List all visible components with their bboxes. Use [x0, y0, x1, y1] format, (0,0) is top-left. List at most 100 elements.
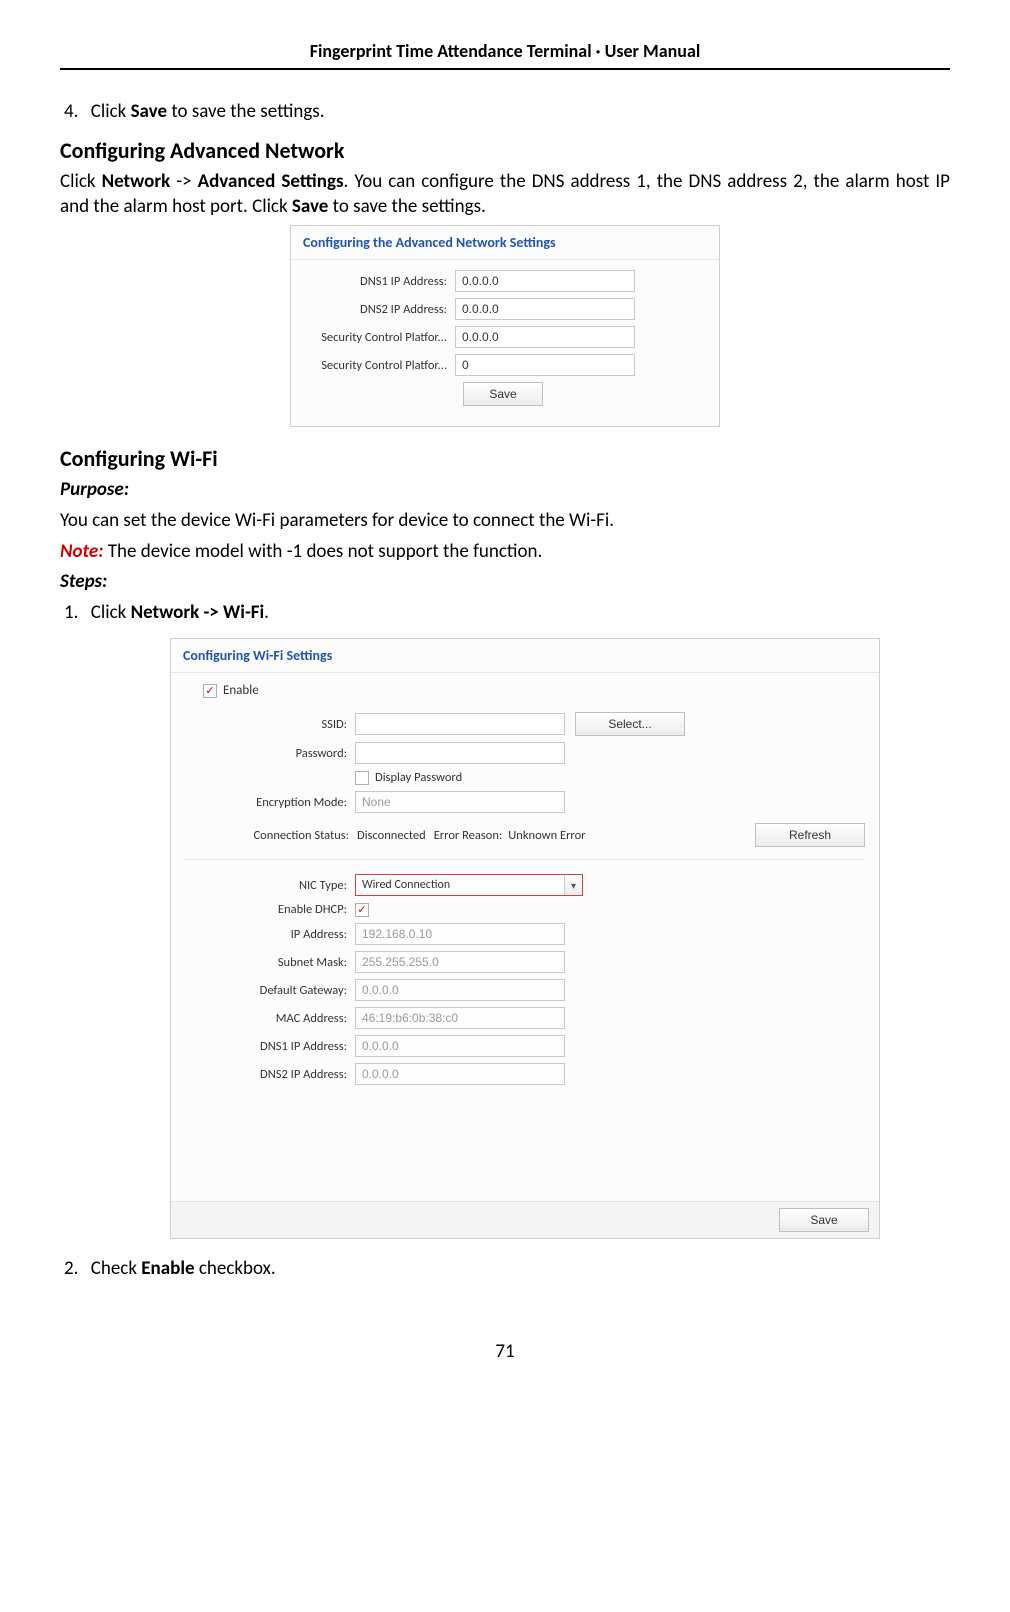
wifi-step-2-post: checkbox.	[195, 1257, 276, 1280]
ssid-row: SSID: Select...	[185, 712, 865, 736]
connection-status-value: Disconnected	[357, 828, 426, 843]
wifi-step-1: 1. Click Network -> Wi-Fi.	[64, 601, 950, 624]
wifi-step-2-bold: Enable	[141, 1257, 194, 1280]
wifi-dns2-label: DNS2 IP Address:	[185, 1067, 355, 1082]
panel2-footer: Save	[171, 1201, 879, 1238]
ssid-label: SSID:	[185, 717, 355, 732]
nic-type-value: Wired Connection	[356, 875, 564, 895]
chevron-down-icon: ▾	[564, 875, 582, 895]
ip-address-label: IP Address:	[185, 927, 355, 942]
purpose-text: You can set the device Wi-Fi parameters …	[60, 509, 950, 534]
step-4: 4. Click Save to save the settings.	[64, 100, 950, 123]
display-password-checkbox[interactable]	[355, 771, 369, 785]
wifi-step-2: 2. Check Enable checkbox.	[64, 1257, 950, 1280]
note-text: The device model with -1 does not suppor…	[103, 540, 542, 563]
password-input[interactable]	[355, 742, 565, 764]
password-row: Password:	[185, 742, 865, 764]
default-gateway-label: Default Gateway:	[185, 983, 355, 998]
adv-p-pre: Click	[60, 170, 102, 193]
mac-address-row: MAC Address:	[185, 1007, 865, 1029]
alarm-host-ip-row: Security Control Platfor...	[305, 326, 705, 348]
enable-checkbox[interactable]: ✓	[203, 684, 217, 698]
ssid-input[interactable]	[355, 713, 565, 735]
connection-status-label: Connection Status:	[185, 828, 355, 843]
enable-label: Enable	[223, 683, 259, 698]
nic-type-label: NIC Type:	[185, 878, 355, 893]
encryption-input	[355, 791, 565, 813]
step-4-post: to save the settings.	[167, 100, 324, 123]
encryption-label: Encryption Mode:	[185, 795, 355, 810]
dns1-row: DNS1 IP Address:	[305, 270, 705, 292]
panel2-spacer	[185, 1091, 865, 1201]
wifi-dns1-input	[355, 1035, 565, 1057]
heading-advanced-network: Configuring Advanced Network	[60, 137, 950, 164]
subnet-mask-label: Subnet Mask:	[185, 955, 355, 970]
display-password-label: Display Password	[375, 770, 462, 785]
adv-p-b3: Save	[292, 195, 328, 218]
enable-row: ✓ Enable	[185, 673, 865, 712]
wifi-panel: Configuring Wi-Fi Settings ✓ Enable SSID…	[170, 638, 880, 1239]
dns1-input[interactable]	[455, 270, 635, 292]
connection-status-row: Connection Status: Disconnected Error Re…	[185, 819, 865, 860]
alarm-host-port-row: Security Control Platfor...	[305, 354, 705, 376]
dns2-input[interactable]	[455, 298, 635, 320]
note-line: Note: The device model with -1 does not …	[60, 540, 950, 565]
purpose-label: Purpose:	[60, 478, 950, 503]
wifi-step-1-num: 1.	[64, 601, 86, 624]
error-reason-value: Unknown Error	[508, 828, 585, 843]
wifi-dns1-row: DNS1 IP Address:	[185, 1035, 865, 1057]
alarm-host-port-input[interactable]	[455, 354, 635, 376]
advanced-network-panel-title: Configuring the Advanced Network Setting…	[291, 226, 719, 260]
dns2-label: DNS2 IP Address:	[305, 302, 455, 317]
advanced-network-panel: Configuring the Advanced Network Setting…	[290, 225, 720, 427]
dhcp-label: Enable DHCP:	[185, 902, 355, 917]
wifi-step-2-pre: Check	[91, 1257, 142, 1280]
adv-p-mid1: ->	[170, 170, 197, 193]
password-label: Password:	[185, 746, 355, 761]
nic-type-select[interactable]: Wired Connection ▾	[355, 874, 583, 896]
page-number: 71	[60, 1340, 950, 1363]
alarm-host-port-label: Security Control Platfor...	[305, 358, 455, 373]
wifi-dns2-input	[355, 1063, 565, 1085]
adv-p-b1: Network	[102, 170, 171, 193]
panel2-save-button[interactable]: Save	[779, 1208, 869, 1232]
steps-label: Steps:	[60, 570, 950, 595]
nic-type-row: NIC Type: Wired Connection ▾	[185, 874, 865, 896]
alarm-host-ip-input[interactable]	[455, 326, 635, 348]
wifi-step-1-post: .	[264, 601, 269, 624]
steps-label-text: Steps:	[60, 570, 107, 593]
wifi-panel-title: Configuring Wi-Fi Settings	[171, 639, 879, 673]
step-4-num: 4.	[64, 100, 86, 123]
step-4-pre: Click	[91, 100, 131, 123]
subnet-mask-input	[355, 951, 565, 973]
wifi-panel-body: ✓ Enable SSID: Select... Password: Displ…	[171, 673, 879, 1201]
display-password-row: Display Password	[185, 770, 865, 785]
doc-header: Fingerprint Time Attendance Terminal · U…	[60, 40, 950, 70]
default-gateway-row: Default Gateway:	[185, 979, 865, 1001]
ip-address-input	[355, 923, 565, 945]
dhcp-checkbox[interactable]: ✓	[355, 903, 369, 917]
subnet-mask-row: Subnet Mask:	[185, 951, 865, 973]
purpose-label-text: Purpose:	[60, 478, 129, 501]
adv-p-b2: Advanced Settings	[198, 170, 344, 193]
error-reason-label: Error Reason:	[434, 828, 503, 843]
dns2-row: DNS2 IP Address:	[305, 298, 705, 320]
adv-p-post: to save the settings.	[328, 195, 485, 218]
wifi-step-1-pre: Click	[91, 601, 131, 624]
alarm-host-ip-label: Security Control Platfor...	[305, 330, 455, 345]
advanced-network-panel-body: DNS1 IP Address: DNS2 IP Address: Securi…	[291, 260, 719, 426]
dns1-label: DNS1 IP Address:	[305, 274, 455, 289]
panel1-save-row: Save	[463, 382, 705, 406]
wifi-dns1-label: DNS1 IP Address:	[185, 1039, 355, 1054]
para-advanced-network: Click Network -> Advanced Settings. You …	[60, 170, 950, 219]
encryption-row: Encryption Mode:	[185, 791, 865, 813]
ip-address-row: IP Address:	[185, 923, 865, 945]
refresh-button[interactable]: Refresh	[755, 823, 865, 847]
mac-address-label: MAC Address:	[185, 1011, 355, 1026]
step-4-bold: Save	[131, 100, 167, 123]
select-button[interactable]: Select...	[575, 712, 685, 736]
panel1-save-button[interactable]: Save	[463, 382, 543, 406]
wifi-dns2-row: DNS2 IP Address:	[185, 1063, 865, 1085]
wifi-step-1-bold: Network -> Wi-Fi	[131, 601, 265, 624]
note-label: Note:	[60, 540, 103, 563]
